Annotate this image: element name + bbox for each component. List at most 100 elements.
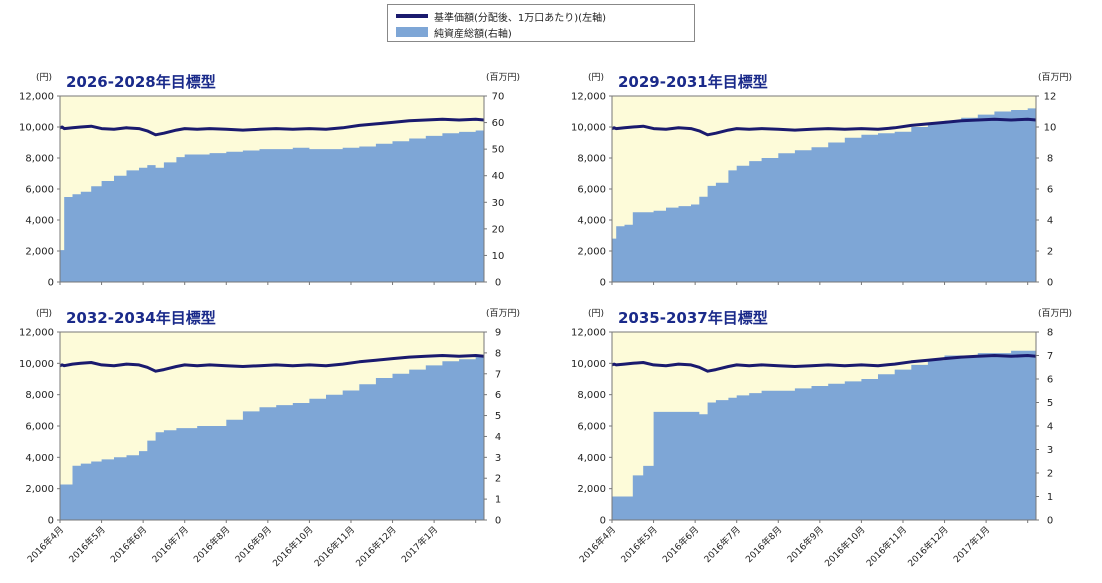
left-tick-label: 0 [48,516,54,527]
x-tick-label: 2016年9月 [232,524,273,565]
nav-line [59,117,485,137]
right-tick-label: 0 [1047,278,1053,289]
right-tick-label: 10 [1044,123,1057,134]
left-tick-label: 0 [48,278,54,289]
left-tick-label: 6,000 [25,422,54,433]
chart-panel-3: 0 2,000 4,000 6,000 8,000 10,000 12,000 0 1 2 3 4 5 6… [19,308,520,569]
chart-panel-1: 0 2,000 4,000 6,000 8,000 10,000 12,000 0 10 20 30… [19,72,520,289]
right-tick-label: 70 [492,92,505,103]
left-tick-label: 8,000 [577,154,606,165]
right-tick-label: 1 [1047,492,1053,503]
left-tick-label: 8,000 [577,390,606,401]
x-tick-label: 2016年5月 [618,524,659,565]
legend-assets-swatch [396,27,428,37]
right-tick-label: 8 [495,348,501,359]
right-tick-label: 2 [1047,247,1053,258]
left-tick-label: 0 [600,278,606,289]
chart-title: 2029-2031年目標型 [618,73,768,91]
left-tick-label: 10,000 [19,359,54,370]
nav-line [59,354,485,373]
right-unit-label: (百万円) [1038,308,1072,319]
x-tick-label: 2017年1月 [951,524,992,565]
right-tick-label: 30 [492,198,505,209]
left-tick-label: 6,000 [577,422,606,433]
legend: 基準価額(分配後、1万口あたり)(左軸) 純資産総額(右軸) [387,4,695,42]
right-tick-label: 5 [495,411,501,422]
left-tick-label: 12,000 [19,328,54,339]
left-tick-label: 10,000 [571,359,606,370]
left-tick-label: 2,000 [25,484,54,495]
x-tick-label: 2016年11月 [312,524,358,570]
left-tick-label: 4,000 [577,216,606,227]
left-unit-label: (円) [36,72,52,83]
legend-assets-label: 純資産総額(右軸) [434,28,512,40]
x-tick-label: 2016年12月 [353,524,399,570]
right-tick-label: 0 [495,278,501,289]
nav-line [611,354,1037,373]
left-tick-label: 4,000 [25,216,54,227]
left-tick-label: 2,000 [577,484,606,495]
right-tick-label: 2 [495,474,501,485]
right-tick-label: 10 [492,251,505,262]
assets-area [612,108,1036,283]
right-tick-label: 6 [1047,185,1053,196]
right-tick-label: 0 [1047,516,1053,527]
legend-nav-label: 基準価額(分配後、1万口あたり)(左軸) [434,12,606,24]
right-tick-label: 4 [1047,216,1053,227]
right-tick-label: 12 [1044,92,1057,103]
x-tick-label: 2016年7月 [701,524,742,565]
right-tick-label: 0 [495,516,501,527]
left-tick-label: 0 [600,516,606,527]
left-tick-label: 12,000 [571,92,606,103]
x-tick-label: 2016年8月 [743,524,784,565]
right-tick-label: 7 [1047,351,1053,362]
right-tick-label: 60 [492,118,505,129]
left-tick-label: 8,000 [25,154,54,165]
right-tick-label: 6 [1047,375,1053,386]
nav-line [611,117,1037,137]
right-tick-label: 1 [495,495,501,506]
right-tick-label: 6 [495,390,501,401]
left-tick-label: 6,000 [577,185,606,196]
right-tick-label: 2 [1047,469,1053,480]
left-tick-label: 10,000 [19,123,54,134]
chart-title: 2035-2037年目標型 [618,309,768,327]
x-tick-label: 2016年9月 [784,524,825,565]
x-tick-label: 2016年4月 [25,524,66,565]
right-tick-label: 4 [495,432,501,443]
left-tick-label: 12,000 [571,328,606,339]
right-tick-label: 8 [1047,328,1053,339]
right-tick-label: 5 [1047,398,1053,409]
x-tick-label: 2016年5月 [66,524,107,565]
right-unit-label: (百万円) [486,308,520,319]
right-tick-label: 8 [1047,154,1053,165]
x-tick-label: 2016年8月 [191,524,232,565]
chart-title: 2026-2028年目標型 [66,73,216,91]
legend-item-nav: 基準価額(分配後、1万口あたり)(左軸) [396,9,606,24]
chart-panel-4: 0 2,000 4,000 6,000 8,000 10,000 12,000 0 1 2 3 4 5 6… [571,308,1072,569]
right-tick-label: 7 [495,369,501,380]
chart-panel-2: 0 2,000 4,000 6,000 8,000 10,000 12,000 0 2 4 6 8 10… [571,72,1072,289]
left-tick-label: 4,000 [577,453,606,464]
x-tick-label: 2016年12月 [905,524,951,570]
left-tick-label: 10,000 [571,123,606,134]
left-unit-label: (円) [36,308,52,319]
assets-area [612,350,1036,520]
x-tick-label: 2016年6月 [660,524,701,565]
left-unit-label: (円) [588,308,604,319]
x-tick-label: 2016年6月 [108,524,149,565]
left-tick-label: 2,000 [25,247,54,258]
right-tick-label: 3 [1047,445,1053,456]
x-tick-label: 2017年1月 [399,524,440,565]
x-tick-label: 2016年7月 [149,524,190,565]
left-tick-label: 2,000 [577,247,606,258]
right-unit-label: (百万円) [486,72,520,83]
right-tick-label: 50 [492,145,505,156]
assets-area [60,357,484,520]
x-tick-label: 2016年10月 [270,524,316,570]
right-tick-label: 9 [495,328,501,339]
chart-title: 2032-2034年目標型 [66,309,216,327]
x-tick-label: 2016年4月 [577,524,618,565]
x-tick-label: 2016年11月 [864,524,910,570]
